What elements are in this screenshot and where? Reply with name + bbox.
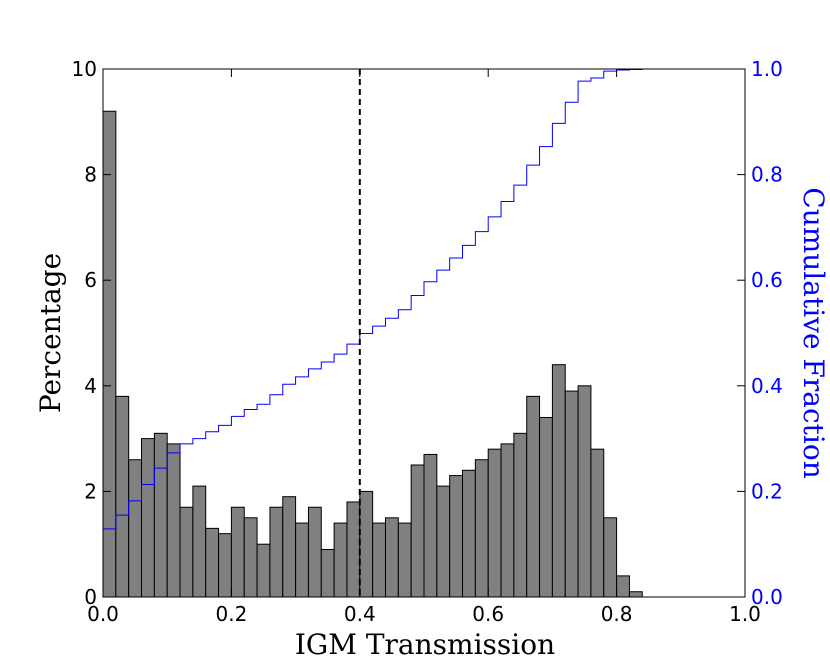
histogram-bar — [590, 448, 605, 598]
histogram-bar — [487, 448, 502, 598]
histogram-bar — [179, 506, 194, 598]
x-tick-label: 0.0 — [87, 602, 119, 626]
x-tick-label: 0.8 — [601, 602, 633, 626]
histogram-bar — [115, 395, 130, 598]
histogram-bar — [551, 364, 566, 598]
histogram-bar — [423, 453, 438, 598]
y-tick-label: 6 — [84, 268, 97, 292]
histogram-bar — [153, 432, 168, 598]
histogram-bar — [577, 385, 592, 598]
y2-tick-label: 0.4 — [751, 374, 783, 398]
x-tick-label: 1.0 — [729, 602, 761, 626]
y-tick-label: 2 — [84, 479, 97, 503]
histogram-bar — [102, 110, 117, 598]
histogram-bar — [282, 496, 297, 598]
histogram-bar — [410, 464, 425, 598]
histogram-bar — [436, 485, 451, 598]
histogram-bar — [359, 490, 374, 598]
y2-axis-title: Cumulative Fraction — [797, 187, 830, 478]
histogram-bar — [192, 485, 207, 598]
x-axis-title: IGM Transmission — [295, 628, 555, 661]
histogram-bar — [513, 432, 528, 598]
plot-frame — [102, 68, 746, 598]
histogram-bar — [500, 443, 515, 598]
y-tick-label: 4 — [84, 374, 97, 398]
histogram-bar — [384, 517, 399, 598]
histogram-bar — [141, 438, 155, 598]
y-tick-label: 0 — [84, 585, 97, 609]
histogram-bar — [218, 533, 232, 598]
x-tick-label: 0.4 — [344, 602, 376, 626]
histogram-bar — [333, 522, 348, 598]
cumulative-fraction-line — [103, 68, 733, 530]
histogram-bar — [205, 527, 220, 598]
histogram-bar — [603, 517, 618, 598]
histogram-bar — [295, 522, 309, 598]
x-tick-label: 0.6 — [472, 602, 504, 626]
y-axis-title: Percentage — [34, 253, 67, 413]
histogram-bar — [449, 475, 464, 598]
histogram-bar — [166, 443, 181, 598]
histogram-bar — [269, 506, 284, 598]
histogram-bar — [243, 517, 258, 598]
histogram-bar — [539, 416, 553, 598]
histogram-bars — [102, 110, 643, 598]
histogram-bar — [307, 506, 322, 598]
histogram-bar — [397, 522, 412, 598]
histogram-bar — [256, 543, 271, 598]
histogram-bar — [230, 506, 245, 598]
histogram-bar — [372, 522, 386, 598]
y-tick-labels: 0 2 4 6 8 10 — [72, 57, 97, 609]
histogram-bar — [346, 501, 361, 598]
y-tick-label: 10 — [72, 57, 97, 81]
histogram-bar — [628, 591, 643, 598]
histogram-bar — [526, 395, 541, 598]
histogram-bar — [462, 469, 476, 598]
y2-tick-label: 1.0 — [751, 57, 783, 81]
y2-tick-labels: 0.0 0.2 0.4 0.6 0.8 1.0 — [751, 57, 783, 609]
y2-tick-label: 0.6 — [751, 268, 783, 292]
histogram-bar — [474, 459, 489, 598]
x-tick-labels: 0.0 0.2 0.4 0.6 0.8 1.0 — [87, 602, 761, 626]
histogram-bar — [616, 575, 630, 598]
x-tick-label: 0.2 — [215, 602, 247, 626]
y2-tick-label: 0.8 — [751, 163, 783, 187]
y2-tick-label: 0.2 — [751, 479, 783, 503]
histogram-bar — [128, 459, 143, 598]
histogram-bar — [320, 548, 335, 598]
y2-tick-label: 0.0 — [751, 585, 783, 609]
axis-ticks — [102, 68, 746, 598]
y-tick-label: 8 — [84, 163, 97, 187]
histogram-bar — [564, 390, 579, 598]
